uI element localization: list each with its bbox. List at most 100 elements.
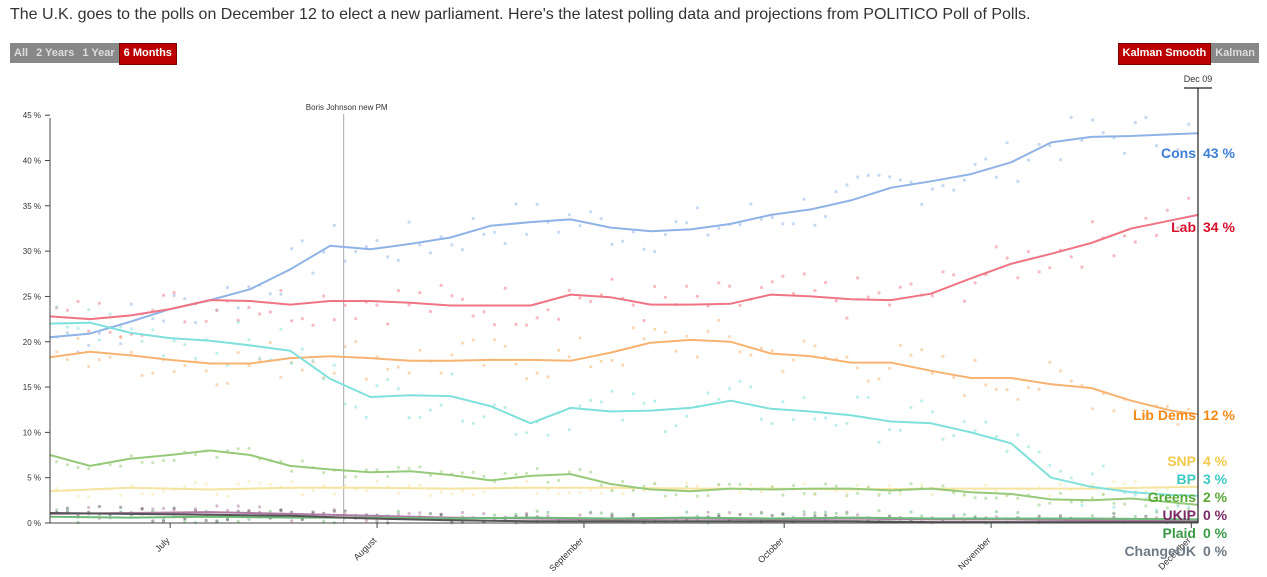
poll-dot: [396, 387, 400, 391]
poll-dot: [1058, 369, 1063, 373]
range-1-year-button[interactable]: 1 Year: [78, 43, 119, 63]
y-tick-label: 25 %: [23, 292, 41, 301]
poll-dot: [290, 469, 294, 473]
poll-dot: [994, 510, 999, 514]
poll-dot: [140, 492, 144, 496]
poll-dot: [962, 393, 967, 398]
poll-dot: [695, 294, 700, 298]
poll-dot: [717, 281, 721, 285]
poll-dot: [791, 358, 796, 362]
poll-dot: [514, 472, 518, 476]
poll-dot: [1080, 138, 1084, 142]
poll-dot: [941, 270, 945, 274]
poll-dot: [589, 398, 593, 402]
poll-dot: [824, 513, 828, 517]
range-all-button[interactable]: All: [10, 43, 33, 63]
poll-dot: [418, 415, 422, 419]
poll-dot: [663, 430, 668, 434]
poll-dot: [1133, 493, 1137, 497]
poll-dot: [621, 363, 625, 367]
poll-dot: [322, 519, 326, 523]
poll-dot: [428, 251, 432, 255]
poll-dot: [492, 403, 497, 407]
y-tick-label: 20 %: [23, 338, 41, 347]
poll-dot: [215, 383, 219, 387]
poll-dot: [1144, 504, 1148, 508]
poll-dot: [727, 482, 732, 486]
poll-dot: [546, 510, 550, 514]
poll-dot: [343, 303, 347, 307]
y-tick-label: 0 %: [27, 519, 41, 528]
poll-dot: [151, 519, 155, 523]
time-range-selector: All 2 Years 1 Year 6 Months: [10, 43, 177, 65]
range-6-months-button[interactable]: 6 Months: [118, 43, 177, 65]
poll-dot: [621, 479, 625, 484]
poll-dot: [898, 343, 902, 347]
poll-dot: [962, 178, 967, 182]
poll-dot: [322, 250, 326, 254]
poll-dot: [1155, 233, 1159, 237]
range-2-years-button[interactable]: 2 Years: [32, 43, 79, 63]
poll-dot: [514, 202, 518, 206]
poll-dot: [525, 377, 529, 381]
poll-dot: [1133, 480, 1137, 484]
poll-dot: [546, 308, 550, 312]
smoothing-selector: Kalman Smooth Kalman: [1117, 43, 1259, 65]
poll-dot: [1187, 407, 1191, 411]
poll-dot: [193, 480, 198, 485]
poll-dot: [65, 506, 69, 510]
poll-dot: [1187, 482, 1191, 486]
poll-dot: [268, 509, 272, 514]
poll-dot: [97, 338, 101, 342]
poll-dot: [802, 197, 806, 201]
poll-dot: [354, 250, 358, 254]
poll-dot: [151, 371, 155, 375]
poll-dot: [781, 512, 785, 516]
poll-dot: [888, 366, 892, 370]
poll-dot: [247, 517, 251, 522]
poll-dot: [161, 458, 166, 463]
poll-dot: [984, 483, 988, 487]
poll-dot: [1133, 121, 1137, 125]
poll-dot: [407, 371, 411, 375]
poll-dot: [984, 383, 988, 387]
poll-dot: [1005, 256, 1009, 260]
poll-dot: [151, 507, 155, 511]
poll-dot: [407, 416, 411, 420]
poll-dot: [749, 385, 753, 389]
poll-dot: [674, 493, 678, 497]
poll-dot: [791, 222, 796, 226]
poll-dot: [87, 343, 91, 347]
poll-dot: [1144, 216, 1148, 220]
poll-dot: [343, 509, 347, 513]
poll-dot: [364, 468, 368, 472]
poll-dot: [396, 258, 400, 262]
poll-dot: [791, 292, 796, 296]
poll-dot: [1016, 433, 1020, 437]
poll-dot: [663, 494, 668, 498]
poll-dot: [535, 492, 539, 496]
x-tick-label: August: [352, 535, 379, 562]
poll-dot: [973, 162, 977, 167]
poll-dot: [994, 489, 999, 493]
poll-dot: [824, 214, 828, 219]
poll-dot: [450, 353, 454, 357]
poll-dot: [557, 492, 561, 496]
poll-dot: [994, 387, 999, 391]
poll-dot: [791, 484, 796, 488]
poll-dot: [610, 277, 614, 281]
poll-dot: [343, 345, 347, 349]
poll-dot: [781, 274, 785, 278]
poll-dot: [514, 362, 518, 366]
poll-dot: [172, 291, 176, 295]
poll-dot: [1155, 144, 1159, 148]
kalman-smooth-button[interactable]: Kalman Smooth: [1117, 43, 1212, 65]
poll-dot: [215, 504, 219, 508]
poll-dot: [268, 482, 272, 487]
poll-dot: [759, 346, 764, 350]
poll-dot: [770, 422, 774, 426]
kalman-button[interactable]: Kalman: [1211, 43, 1259, 63]
poll-dot: [738, 379, 742, 383]
poll-dot: [1090, 496, 1095, 500]
